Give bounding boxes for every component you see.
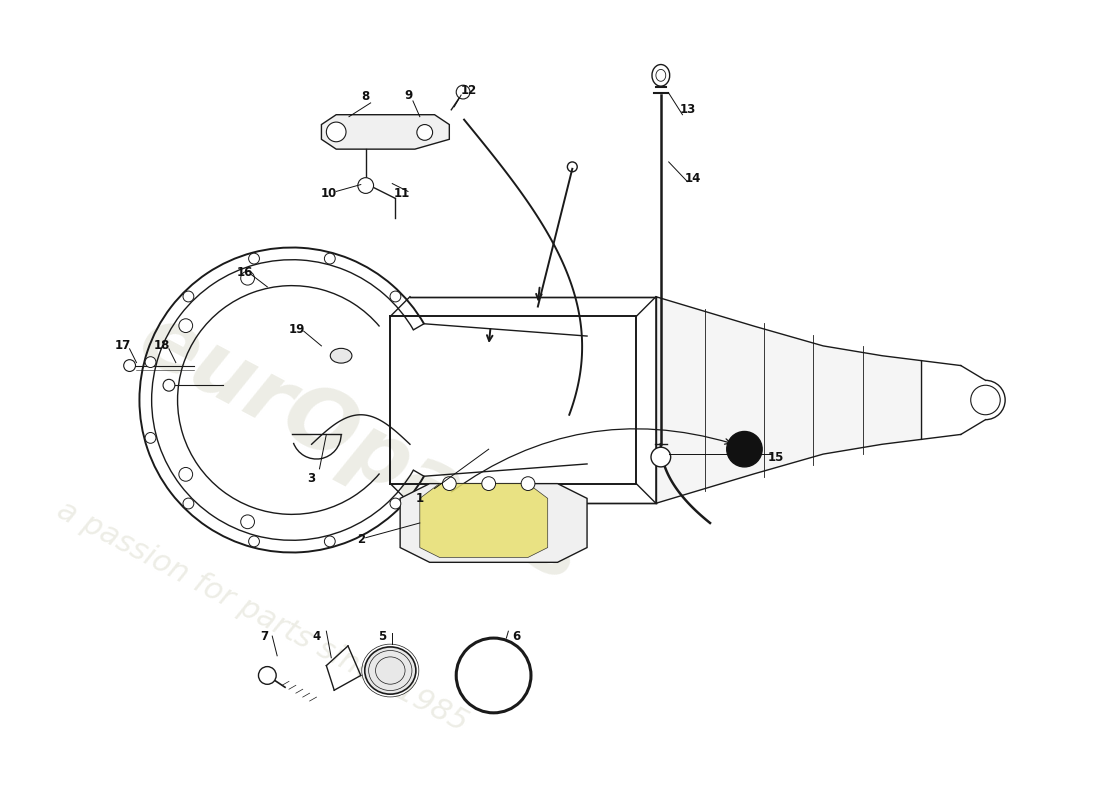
Circle shape: [727, 431, 762, 467]
Text: 4: 4: [312, 630, 320, 642]
Circle shape: [179, 467, 192, 482]
Text: 7: 7: [261, 630, 268, 642]
Polygon shape: [321, 114, 449, 149]
Text: 2: 2: [356, 533, 365, 546]
Circle shape: [521, 477, 535, 490]
Text: eurOparts: eurOparts: [125, 298, 596, 601]
Polygon shape: [420, 484, 548, 558]
Text: 8: 8: [362, 90, 370, 103]
Circle shape: [163, 379, 175, 391]
Circle shape: [390, 291, 400, 302]
Text: 12: 12: [461, 84, 477, 97]
Circle shape: [249, 253, 260, 264]
Text: 13: 13: [680, 103, 695, 116]
Polygon shape: [656, 297, 922, 503]
Circle shape: [970, 386, 1000, 414]
Circle shape: [183, 498, 194, 509]
Text: 9: 9: [404, 89, 412, 102]
Circle shape: [123, 360, 135, 371]
Text: 18: 18: [154, 339, 170, 352]
Circle shape: [258, 666, 276, 684]
Ellipse shape: [365, 647, 416, 694]
Ellipse shape: [330, 348, 352, 363]
Text: 14: 14: [685, 172, 702, 185]
Circle shape: [241, 515, 254, 529]
Text: 5: 5: [378, 630, 386, 642]
Circle shape: [327, 122, 346, 142]
Text: 10: 10: [321, 187, 338, 200]
Text: 3: 3: [308, 472, 316, 486]
Text: 15: 15: [768, 450, 784, 463]
Circle shape: [390, 498, 400, 509]
Text: 1: 1: [416, 492, 424, 505]
Circle shape: [241, 271, 254, 285]
Text: a passion for parts since 1985: a passion for parts since 1985: [52, 495, 473, 738]
Circle shape: [358, 178, 374, 194]
Text: 11: 11: [394, 187, 410, 200]
Circle shape: [456, 85, 470, 99]
Text: 16: 16: [236, 266, 253, 278]
Polygon shape: [400, 484, 587, 562]
Circle shape: [179, 318, 192, 333]
Text: 19: 19: [288, 322, 305, 336]
Text: 6: 6: [513, 630, 520, 642]
Circle shape: [324, 536, 336, 547]
Circle shape: [183, 291, 194, 302]
Circle shape: [417, 125, 432, 140]
Circle shape: [324, 253, 336, 264]
Circle shape: [482, 477, 496, 490]
Text: 17: 17: [114, 339, 131, 352]
Circle shape: [145, 357, 156, 367]
Circle shape: [249, 536, 260, 547]
Circle shape: [145, 433, 156, 443]
Circle shape: [442, 477, 456, 490]
Circle shape: [651, 447, 671, 467]
